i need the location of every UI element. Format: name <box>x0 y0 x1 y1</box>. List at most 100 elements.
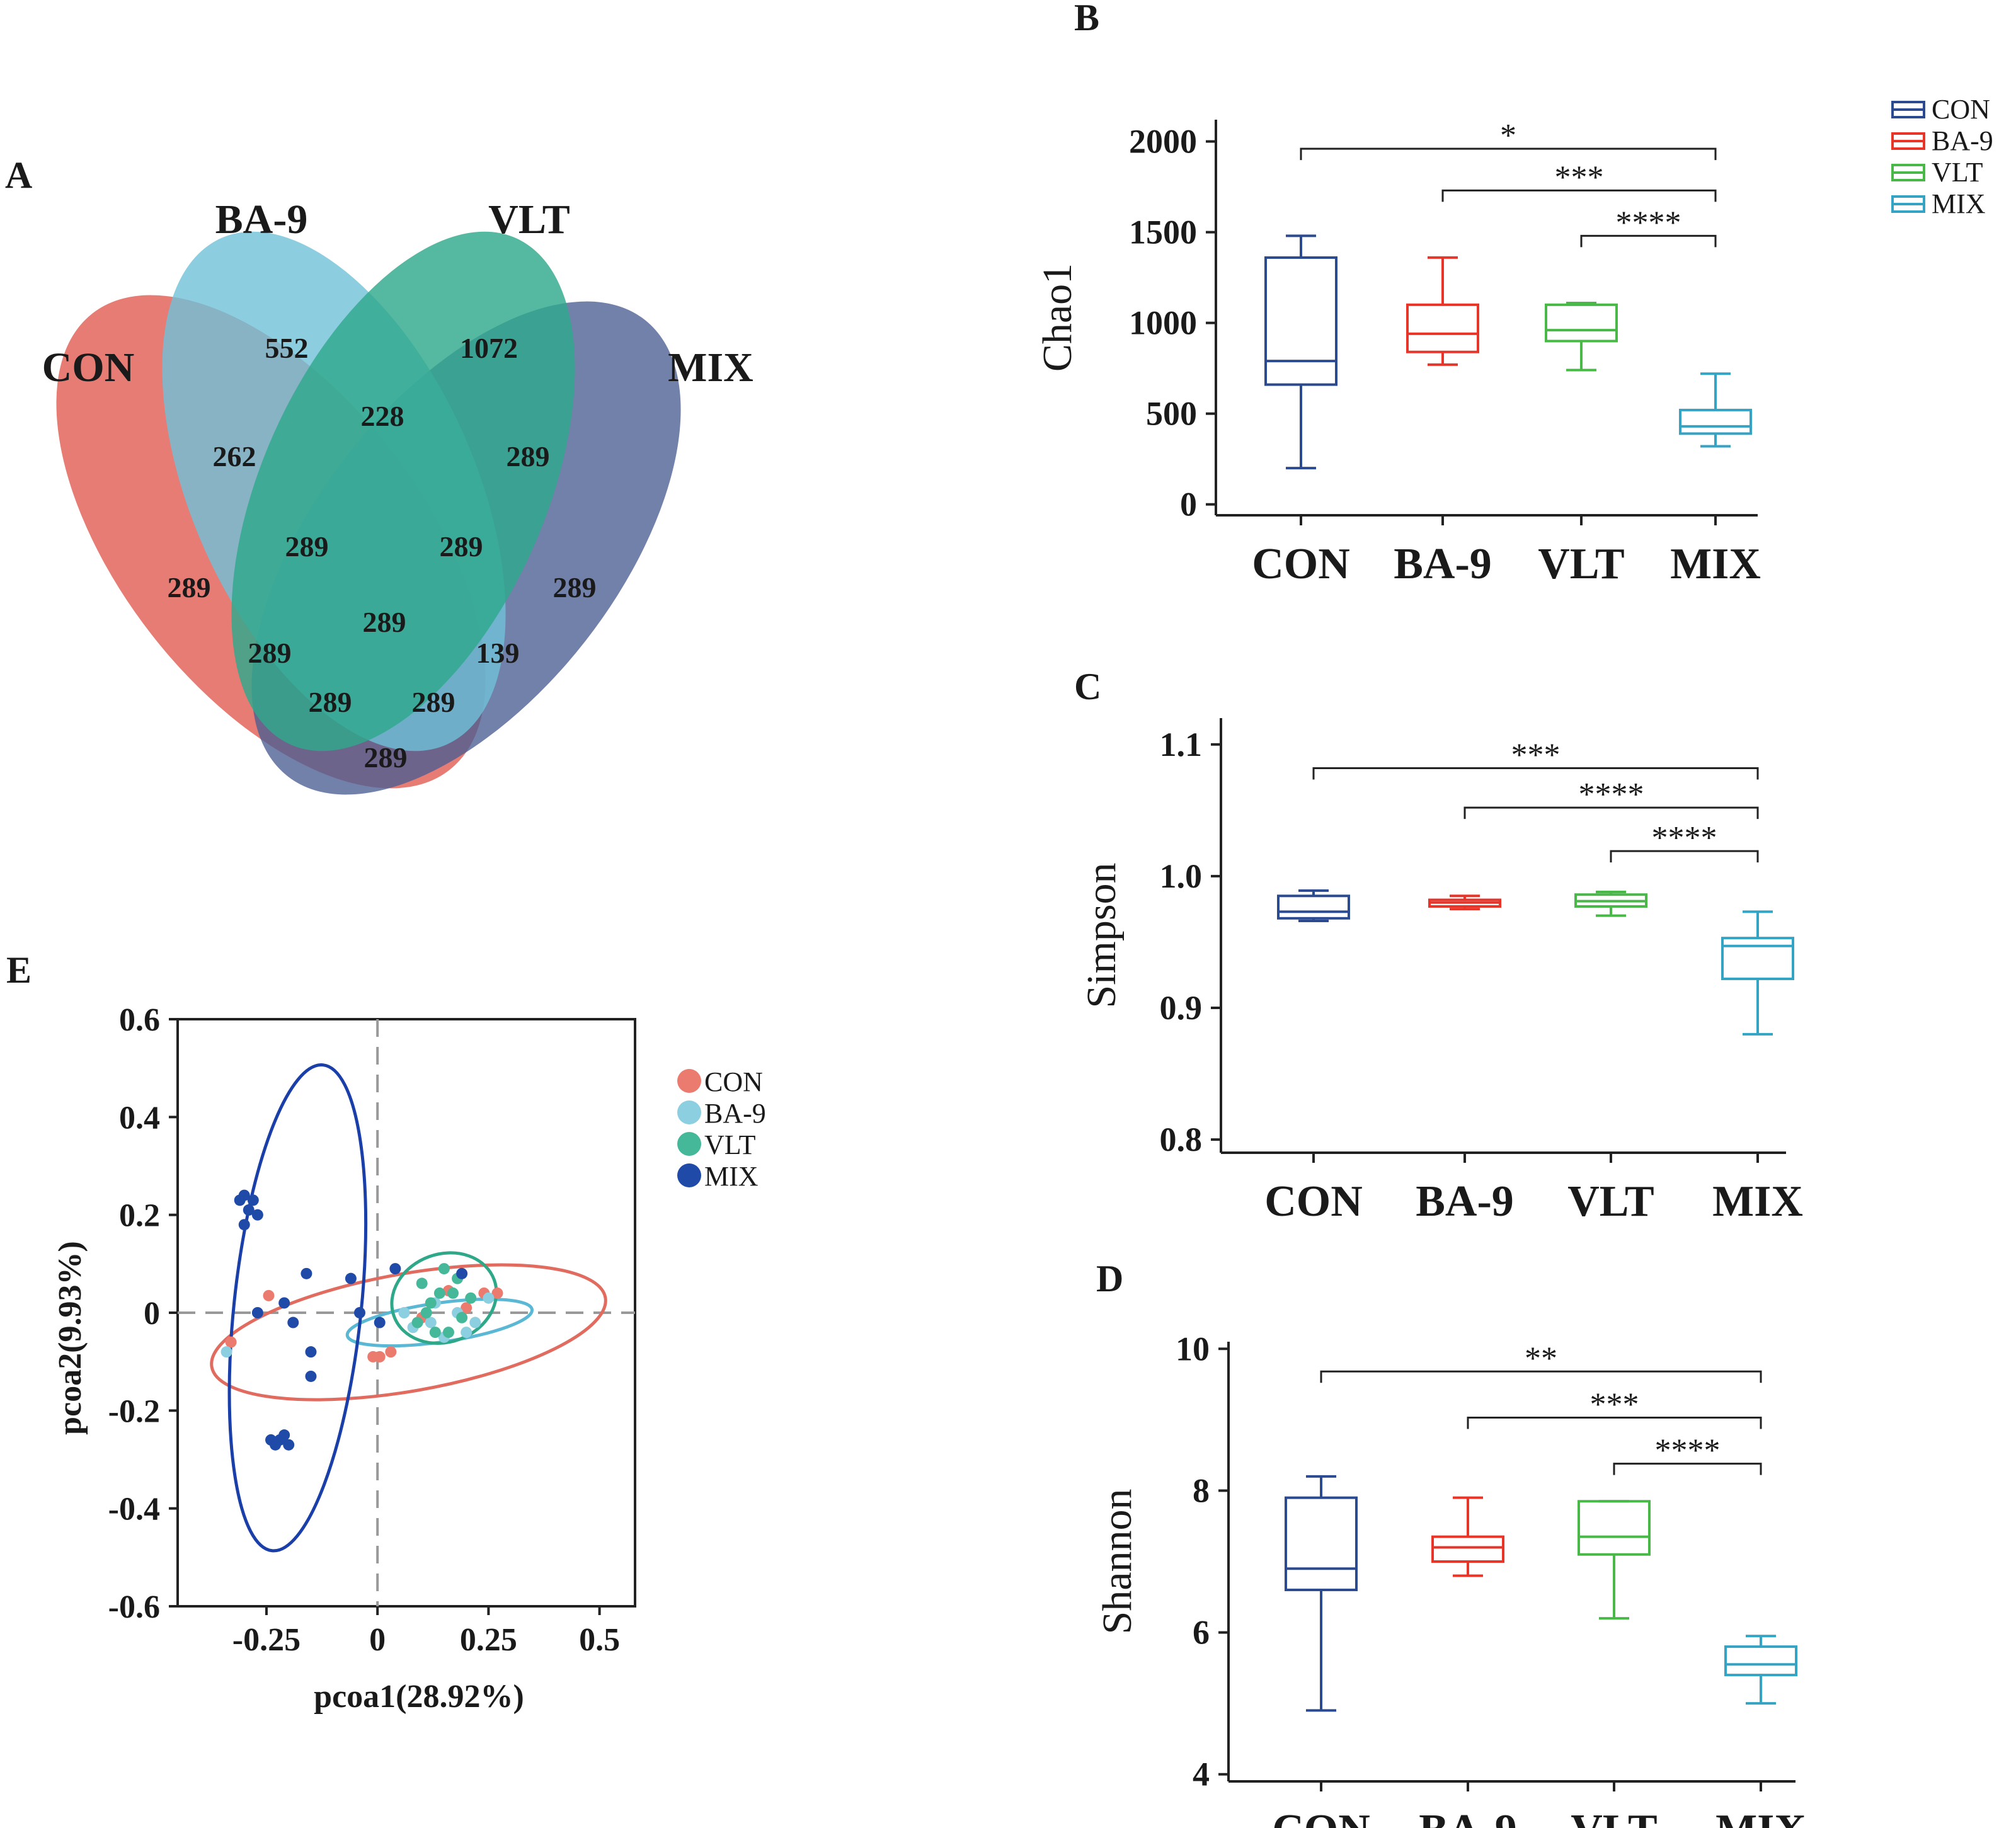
y-tick-label: 0 <box>1180 486 1197 523</box>
data-point <box>220 1346 232 1358</box>
box-ba9 <box>1406 256 1479 366</box>
x-axis-label: pcoa1(28.92%) <box>314 1679 524 1715</box>
y-tick-label: 0.8 <box>1160 1121 1203 1158</box>
ellipse-con <box>210 1263 607 1402</box>
significance-bracket: **** <box>1613 1433 1762 1475</box>
data-point <box>483 1292 495 1304</box>
venn-count-con-ba9-vlt: 289 <box>285 530 329 563</box>
box-iqr <box>1545 303 1618 343</box>
significance-bracket: **** <box>1610 820 1759 863</box>
data-point <box>345 1272 357 1284</box>
significance-bracket: ** <box>1320 1340 1762 1383</box>
data-point <box>287 1317 299 1328</box>
data-point <box>469 1317 481 1328</box>
venn-count-all-four: 289 <box>363 606 406 638</box>
x-tick-label: 0.5 <box>579 1622 620 1658</box>
bracket-line <box>1441 189 1717 202</box>
pcoa-legend-label-con: CON <box>704 1066 763 1097</box>
y-tick-label: 0.9 <box>1160 989 1203 1027</box>
data-point <box>238 1219 250 1231</box>
series-mix <box>234 1189 468 1451</box>
legend-label-vlt: VLT <box>1932 157 1983 188</box>
data-point <box>416 1277 428 1289</box>
y-tick-label: 0.6 <box>119 1002 160 1038</box>
legend-item-mix: MIX <box>1891 188 1986 219</box>
bracket-line <box>1580 234 1717 248</box>
box-iqr <box>1578 1500 1651 1556</box>
legend-label-mix: MIX <box>1932 188 1986 219</box>
legend-item-con: CON <box>1891 94 1990 125</box>
venn-count-vlt-mix: 289 <box>507 440 550 472</box>
bracket-line <box>1613 1463 1762 1475</box>
venn-label-vlt: VLT <box>488 197 570 243</box>
panel-label-e: E <box>6 949 32 991</box>
venn-count-vlt-mix-con: 139 <box>476 637 520 669</box>
y-tick-label: 0 <box>144 1296 160 1332</box>
pcoa-legend-dot-mix <box>677 1163 701 1187</box>
x-tick-label: CON <box>1264 1177 1363 1226</box>
pcoa-legend: CON BA-9 VLT MIX <box>677 1066 766 1192</box>
x-tick-label: MIX <box>1715 1806 1806 1828</box>
pcoa-legend-label-ba9: BA-9 <box>704 1098 766 1129</box>
venn-count-con-vlt-low: 289 <box>309 686 352 718</box>
box-vlt <box>1574 891 1647 917</box>
venn-count-ba9-only: 552 <box>265 332 309 364</box>
shannon-boxplot: 46810CONBA-9VLTMIXShannon********* <box>1094 1330 1806 1828</box>
y-tick-label: 0.4 <box>119 1100 160 1136</box>
venn-count-mix-con-low: 289 <box>412 686 455 718</box>
venn-count-ba9-vlt-mix: 289 <box>440 530 483 563</box>
legend-label-con: CON <box>1932 94 1990 125</box>
y-tick-label: 0.2 <box>119 1198 160 1234</box>
box-iqr <box>1264 256 1337 386</box>
data-point <box>278 1297 290 1309</box>
data-point <box>385 1346 397 1358</box>
significance-label: **** <box>1652 820 1717 856</box>
y-axis-label: pcoa2(9.93%) <box>52 1241 88 1435</box>
data-point <box>374 1351 386 1362</box>
box-ba9 <box>1428 894 1501 911</box>
y-tick-label: -0.4 <box>108 1492 160 1528</box>
x-tick-label: MIX <box>1670 540 1761 588</box>
x-tick-label: BA-9 <box>1419 1806 1517 1828</box>
venn-count-ba9-vlt: 228 <box>361 400 404 432</box>
venn-count-mix-only: 289 <box>553 571 597 603</box>
y-tick-label: 8 <box>1193 1471 1210 1509</box>
data-point <box>461 1302 472 1314</box>
x-tick-label: 0 <box>369 1622 386 1658</box>
bracket-line <box>1467 1416 1762 1429</box>
bracket-line <box>1312 767 1759 780</box>
y-tick-label: 500 <box>1146 395 1197 433</box>
significance-label: **** <box>1655 1433 1721 1469</box>
significance-bracket: * <box>1300 118 1717 161</box>
significance-bracket: *** <box>1312 737 1759 780</box>
data-point <box>305 1370 317 1382</box>
significance-bracket: *** <box>1467 1386 1762 1429</box>
significance-label: *** <box>1555 159 1604 195</box>
significance-label: *** <box>1590 1386 1639 1422</box>
venn-label-ba9: BA-9 <box>215 197 308 243</box>
y-tick-label: 2000 <box>1129 123 1197 161</box>
legend-item-vlt: VLT <box>1891 157 1983 188</box>
box-iqr <box>1679 408 1752 435</box>
y-tick-label: 4 <box>1193 1756 1210 1793</box>
venn-set-vlt <box>231 231 575 751</box>
data-point <box>442 1327 454 1339</box>
box-iqr <box>1721 937 1794 980</box>
y-tick-label: -0.6 <box>108 1589 160 1625</box>
legend-label-ba9: BA-9 <box>1932 125 1993 156</box>
data-point <box>411 1317 423 1328</box>
venn-label-mix: MIX <box>668 345 753 391</box>
box-mix <box>1724 1635 1797 1705</box>
pcoa-legend-dot-con <box>677 1069 701 1093</box>
significance-label: * <box>1500 118 1516 154</box>
data-point <box>425 1297 437 1309</box>
panel-label-c: C <box>1074 666 1101 707</box>
y-tick-label: 1000 <box>1129 304 1197 342</box>
box-con <box>1277 889 1350 922</box>
panel-label-b: B <box>1074 0 1099 38</box>
y-axis-label: Simpson <box>1079 862 1125 1008</box>
ellipse-vlt <box>390 1251 498 1345</box>
y-tick-label: 1.0 <box>1160 857 1203 895</box>
